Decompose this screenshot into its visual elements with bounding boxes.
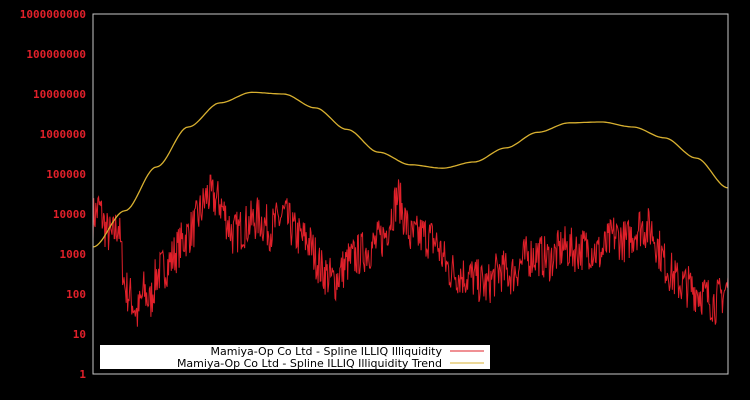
legend: Mamiya-Op Co Ltd - Spline ILLIQ Illiquid… xyxy=(100,345,490,370)
legend-label-trend: Mamiya-Op Co Ltd - Spline ILLIQ Illiquid… xyxy=(177,357,442,370)
illiquidity-trend-line xyxy=(92,91,729,248)
y-tick-label: 10000 xyxy=(53,208,86,221)
y-tick-label: 10000000 xyxy=(33,88,86,101)
y-tick-label: 1000 xyxy=(60,248,87,261)
illiquidity-line xyxy=(92,174,729,327)
y-axis-ticks: 1000000000 100000000 10000000 1000000 100000… xyxy=(20,8,87,381)
legend-box xyxy=(100,345,490,369)
y-tick-label: 100 xyxy=(66,288,86,301)
legend-label-illiquidity: Mamiya-Op Co Ltd - Spline ILLIQ Illiquid… xyxy=(211,345,443,358)
y-tick-label: 100000 xyxy=(46,168,86,181)
y-tick-label: 1000000 xyxy=(40,128,86,141)
y-tick-label: 1000000000 xyxy=(20,8,86,21)
y-tick-label: 1 xyxy=(79,368,86,381)
y-tick-label: 100000000 xyxy=(26,48,86,61)
plot-series xyxy=(92,91,729,327)
y-tick-label: 10 xyxy=(73,328,86,341)
plot-frame xyxy=(92,13,729,375)
